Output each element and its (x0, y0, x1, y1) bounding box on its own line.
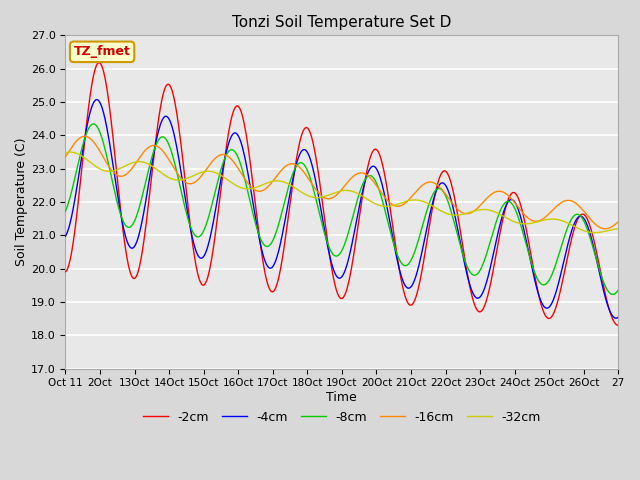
-2cm (503, 200, 511, 205)
-2cm (493, 246, 501, 252)
-8cm (614, 287, 622, 293)
-32cm (591, 230, 598, 236)
-8cm (493, 216, 501, 222)
Y-axis label: Soil Temperature (C): Soil Temperature (C) (15, 138, 28, 266)
Line: -2cm: -2cm (65, 62, 618, 325)
-8cm (306, 173, 314, 179)
-16cm (285, 161, 293, 167)
-32cm (67, 149, 74, 155)
-32cm (306, 193, 314, 199)
-32cm (285, 181, 293, 187)
-4cm (118, 220, 126, 226)
-8cm (61, 208, 69, 214)
-4cm (442, 182, 449, 188)
-2cm (118, 222, 126, 228)
-2cm (95, 60, 103, 65)
-2cm (614, 322, 622, 328)
-2cm (61, 269, 69, 275)
-8cm (503, 199, 511, 204)
-4cm (612, 315, 620, 321)
X-axis label: Time: Time (326, 391, 357, 404)
-32cm (614, 226, 622, 231)
-4cm (93, 97, 100, 103)
-2cm (442, 168, 449, 174)
-4cm (285, 193, 293, 199)
Line: -32cm: -32cm (65, 152, 618, 233)
-16cm (614, 219, 622, 225)
Line: -4cm: -4cm (65, 100, 618, 318)
-8cm (609, 291, 617, 297)
-8cm (90, 121, 97, 127)
-16cm (442, 192, 449, 197)
-4cm (503, 201, 511, 206)
-2cm (614, 322, 621, 328)
-4cm (614, 314, 622, 320)
Line: -16cm: -16cm (65, 136, 618, 229)
-2cm (285, 204, 293, 210)
-32cm (61, 150, 69, 156)
-8cm (285, 180, 293, 186)
Text: TZ_fmet: TZ_fmet (74, 45, 131, 59)
Line: -8cm: -8cm (65, 124, 618, 294)
-4cm (493, 234, 501, 240)
-16cm (306, 178, 314, 183)
-16cm (81, 133, 88, 139)
-32cm (503, 216, 511, 221)
-4cm (306, 154, 314, 160)
-32cm (493, 210, 501, 216)
-16cm (503, 192, 511, 197)
-16cm (601, 226, 609, 232)
-2cm (306, 128, 314, 134)
Legend: -2cm, -4cm, -8cm, -16cm, -32cm: -2cm, -4cm, -8cm, -16cm, -32cm (138, 406, 546, 429)
-4cm (61, 233, 69, 239)
-8cm (118, 216, 126, 222)
-8cm (442, 193, 449, 199)
-16cm (118, 173, 126, 179)
Title: Tonzi Soil Temperature Set D: Tonzi Soil Temperature Set D (232, 15, 452, 30)
-16cm (61, 154, 69, 160)
-32cm (118, 165, 126, 170)
-32cm (442, 210, 449, 216)
-16cm (493, 189, 501, 194)
